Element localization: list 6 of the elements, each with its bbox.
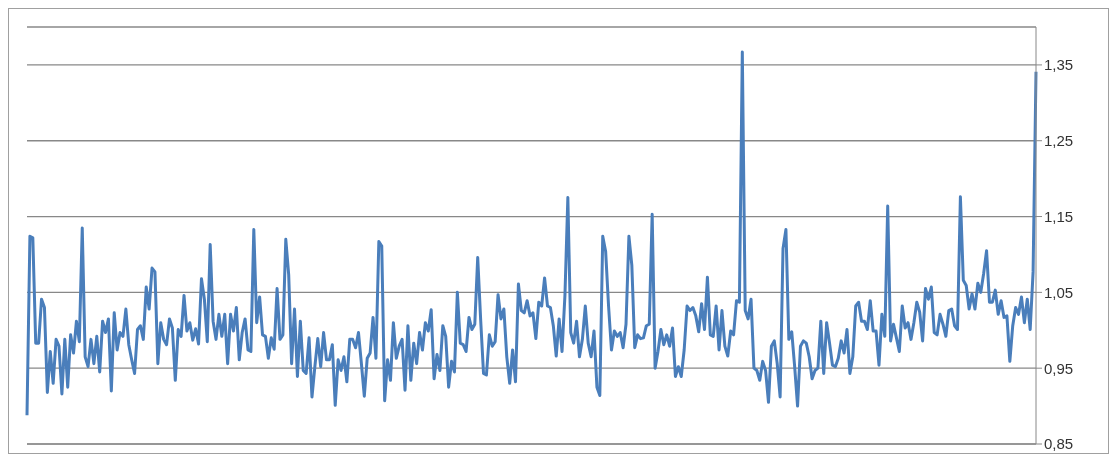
- y-tick-label: 1,05: [1044, 283, 1074, 301]
- y-tick-label: 1,15: [1044, 207, 1074, 225]
- y-tick-label: 0,95: [1044, 359, 1074, 377]
- y-tick-label: 0,85: [1044, 435, 1074, 453]
- y-tick-label: 1,35: [1044, 56, 1074, 74]
- y-tick-label: 1,25: [1044, 132, 1074, 150]
